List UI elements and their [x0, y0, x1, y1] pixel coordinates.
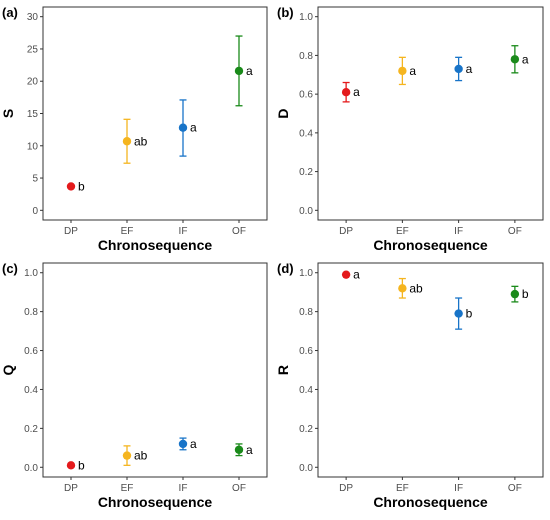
panel-tag: (c): [2, 261, 18, 276]
panel-r: (d) 0.0 0.2 0.4 0.6 0.8 1.0 DP EF IF OF Chronoseque…: [275, 261, 544, 510]
x-axis-title: Chronosequence: [98, 237, 213, 253]
x-tick-label: OF: [232, 483, 246, 494]
significance-label: b: [78, 458, 85, 472]
y-tick-label: 20: [27, 77, 39, 88]
y-axis-title: S: [0, 109, 16, 118]
y-tick-label: 0.4: [299, 128, 313, 139]
panel-q: (c) 0.0 0.2 0.4 0.6 0.8 1.0 DP EF IF OF Chronoseque…: [0, 261, 268, 510]
y-tick-label: 0.0: [24, 463, 38, 474]
x-tick-label: DP: [64, 226, 78, 237]
data-point-dp: [66, 461, 76, 470]
panel-tag: (b): [277, 5, 294, 20]
plot-border: [317, 6, 544, 221]
panel-tag: (d): [277, 261, 294, 276]
y-axis-title: D: [275, 108, 291, 118]
data-point-of: [234, 66, 244, 76]
data-point-of: [510, 55, 520, 64]
y-tick-label: 0.2: [299, 167, 313, 178]
x-tick-label: EF: [121, 483, 134, 494]
significance-label: ab: [409, 281, 423, 295]
significance-label: ab: [134, 134, 148, 148]
y-tick-label: 15: [27, 109, 39, 120]
y-tick-label: 1.0: [24, 268, 38, 279]
y-tick-label: 0.0: [299, 463, 313, 474]
panel-d: (b) 0.0 0.2 0.4 0.6 0.8 1.0 DP EF IF OF Chronoseque…: [275, 5, 544, 253]
data-point-if: [178, 439, 188, 449]
y-tick-label: 0.2: [24, 424, 38, 435]
y-tick-label: 0.6: [299, 346, 313, 357]
plot-border: [42, 262, 268, 478]
data-point-ef: [398, 66, 407, 76]
significance-label: a: [353, 85, 360, 99]
significance-label: a: [190, 437, 197, 451]
y-tick-label: 0.0: [299, 206, 313, 217]
plot-border: [42, 6, 268, 221]
y-tick-label: 0: [32, 206, 38, 217]
significance-label: b: [522, 287, 529, 301]
data-point-ef: [398, 284, 407, 293]
data-point-of: [510, 289, 520, 299]
x-axis-title: Chronosequence: [373, 494, 488, 510]
y-tick-label: 0.4: [299, 385, 313, 396]
y-tick-label: 1.0: [299, 12, 313, 23]
x-tick-label: OF: [508, 483, 522, 494]
data-point-of: [234, 445, 244, 454]
plot-border: [317, 262, 544, 478]
significance-label: b: [466, 307, 473, 321]
significance-label: a: [353, 268, 360, 282]
significance-label: a: [466, 62, 473, 76]
data-point-ef: [122, 137, 132, 146]
significance-label: a: [246, 64, 253, 78]
panel-tag: (a): [2, 5, 18, 20]
x-tick-label: DP: [339, 226, 353, 237]
y-tick-label: 25: [27, 44, 39, 55]
x-axis-title: Chronosequence: [98, 494, 213, 510]
x-tick-label: IF: [179, 226, 188, 237]
significance-label: b: [78, 179, 85, 193]
data-point-ef: [122, 451, 132, 460]
y-tick-label: 0.2: [299, 424, 313, 435]
data-point-dp: [341, 270, 351, 279]
y-tick-label: 5: [32, 174, 38, 185]
y-tick-label: 0.4: [24, 385, 38, 396]
y-axis-title: R: [275, 365, 291, 375]
x-tick-label: EF: [396, 483, 409, 494]
x-tick-label: IF: [454, 483, 463, 494]
significance-label: a: [409, 64, 416, 78]
data-point-if: [454, 309, 463, 318]
data-point-if: [454, 64, 463, 74]
y-tick-label: 0.6: [24, 346, 38, 357]
x-tick-label: DP: [64, 483, 78, 494]
x-tick-label: IF: [454, 226, 463, 237]
y-tick-label: 30: [27, 12, 39, 23]
x-tick-label: IF: [179, 483, 188, 494]
y-tick-label: 10: [27, 141, 39, 152]
x-tick-label: DP: [339, 483, 353, 494]
x-axis-title: Chronosequence: [373, 237, 488, 253]
significance-label: ab: [134, 449, 148, 463]
y-tick-label: 0.8: [299, 307, 313, 318]
significance-label: a: [522, 52, 529, 66]
x-tick-label: EF: [121, 226, 134, 237]
y-axis-title: Q: [0, 364, 16, 375]
x-tick-label: EF: [396, 226, 409, 237]
x-tick-label: OF: [508, 226, 522, 237]
y-tick-label: 1.0: [299, 268, 313, 279]
significance-label: a: [190, 121, 197, 135]
significance-label: a: [246, 443, 253, 457]
y-tick-label: 0.8: [24, 307, 38, 318]
data-point-dp: [341, 88, 351, 97]
x-tick-label: OF: [232, 226, 246, 237]
y-tick-label: 0.8: [299, 51, 313, 62]
y-tick-label: 0.6: [299, 90, 313, 101]
data-point-if: [178, 123, 188, 132]
panel-s: (a) 0 5 10 15 20 25 30 DP EF IF OF Chronosequence Sb a…: [0, 5, 268, 253]
data-point-dp: [66, 182, 76, 191]
